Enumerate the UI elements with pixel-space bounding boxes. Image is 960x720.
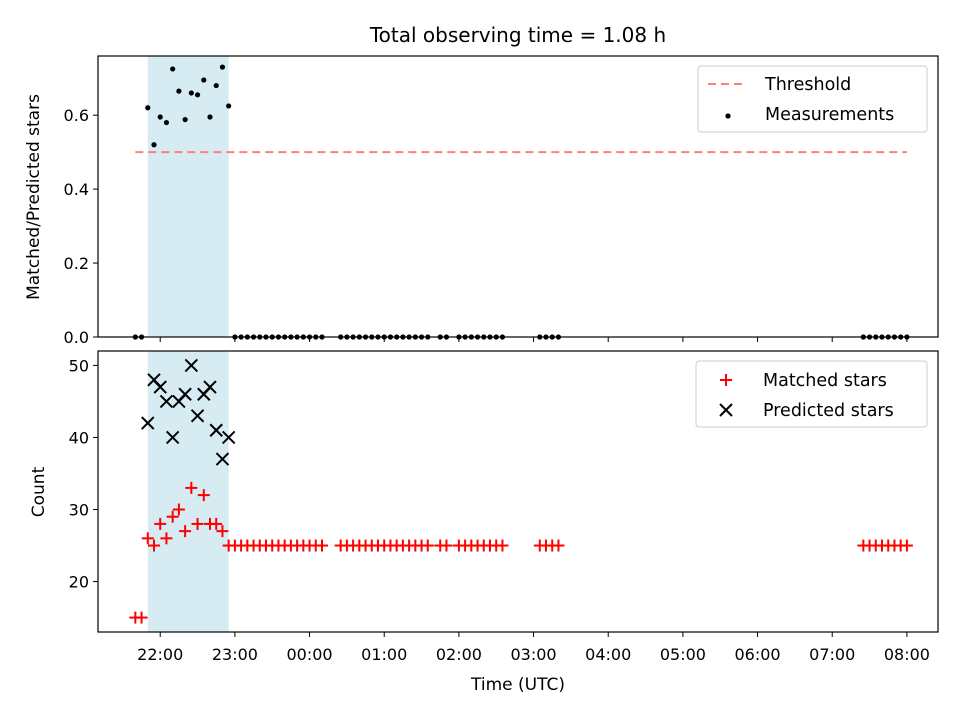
predicted-star-point <box>141 416 155 430</box>
bottom-panel: 20 30 40 50 22:00 23:00 00:00 01:00 02:00 03:00 0… <box>29 350 939 695</box>
chart-title: Total observing time = 1.08 h <box>369 23 666 47</box>
predicted-star-point <box>153 380 167 394</box>
measurement-point <box>176 88 182 94</box>
x-axis-label: Time (UTC) <box>470 675 565 695</box>
legend-matched-swatch <box>720 374 732 386</box>
measurement-point <box>157 114 163 120</box>
matched-star-point <box>191 517 204 530</box>
bottom-y-axis: 20 30 40 50 <box>69 356 98 592</box>
top-x-ticks <box>159 337 908 342</box>
y-tick-label: 0.0 <box>64 328 89 347</box>
bottom-legend: Matched stars Predicted stars <box>695 360 928 428</box>
predicted-star-point <box>165 430 180 445</box>
matched-star-point <box>172 503 185 516</box>
matched-star-point <box>135 611 148 624</box>
legend-measurements-label: Measurements <box>765 105 894 125</box>
matched-star-point <box>160 532 173 545</box>
matched-stars-series <box>129 481 913 624</box>
matched-star-point <box>900 539 913 552</box>
predicted-star-point <box>209 423 223 437</box>
measurement-point <box>188 90 194 96</box>
measurement-point <box>219 64 226 70</box>
matched-star-point <box>166 510 179 523</box>
matched-star-point <box>316 539 328 552</box>
x-tick-label: 01:00 <box>361 645 407 664</box>
matched-star-point <box>148 539 160 552</box>
predicted-star-point <box>184 358 199 373</box>
top-panel: 0.0 0.2 0.4 0.6 Matched/Predicted stars Thr… <box>24 55 939 347</box>
measurement-point <box>201 77 207 83</box>
bottom-x-axis: 22:00 23:00 00:00 01:00 02:00 03:00 04:00 05:00… <box>137 632 930 664</box>
measurement-point <box>213 82 219 89</box>
matched-star-point <box>421 539 434 552</box>
top-plot-frame <box>97 55 939 338</box>
x-tick-label: 22:00 <box>137 645 183 664</box>
predicted-star-point <box>203 380 217 394</box>
y-tick-label: 30 <box>69 501 89 520</box>
legend-predicted-swatch <box>719 403 733 417</box>
y-tick-label: 0.4 <box>64 180 89 199</box>
legend-matched-label: Matched stars <box>763 371 887 391</box>
measurement-point <box>207 114 213 120</box>
x-tick-label: 08:00 <box>884 645 930 664</box>
predicted-star-point <box>190 409 205 423</box>
x-tick-label: 03:00 <box>511 645 557 664</box>
x-tick-label: 00:00 <box>287 645 333 664</box>
measurement-point <box>194 92 201 98</box>
measurement-point <box>170 66 176 72</box>
x-tick-label: 02:00 <box>436 645 482 664</box>
predicted-star-point <box>178 387 192 401</box>
matched-star-point <box>440 539 453 552</box>
matched-star-point <box>179 525 192 538</box>
predicted-star-point <box>221 430 236 445</box>
predicted-star-point <box>215 452 230 466</box>
y-tick-label: 50 <box>69 356 89 375</box>
top-y-axis: 0.0 0.2 0.4 0.6 <box>64 106 98 347</box>
matched-star-point <box>210 517 223 530</box>
predicted-stars-series <box>141 358 236 466</box>
top-legend-frame <box>697 65 928 133</box>
top-observing-window-highlight <box>147 56 229 337</box>
measurement-point <box>145 105 151 111</box>
bottom-plot-frame <box>97 350 939 633</box>
y-tick-label: 20 <box>69 573 89 592</box>
bottom-observing-window-highlight <box>147 351 229 632</box>
matched-star-point <box>185 481 198 494</box>
y-tick-label: 40 <box>69 428 89 447</box>
matched-star-point <box>216 525 229 538</box>
x-tick-label: 04:00 <box>585 645 631 664</box>
matched-star-point <box>496 539 509 552</box>
top-y-axis-label: Matched/Predicted stars <box>24 94 44 300</box>
bottom-y-axis-label: Count <box>29 466 49 517</box>
x-tick-label: 05:00 <box>660 645 706 664</box>
matched-star-point <box>552 539 565 552</box>
legend-measurements-swatch <box>725 113 731 119</box>
legend-predicted-label: Predicted stars <box>763 401 894 421</box>
matched-star-point <box>154 517 167 530</box>
matched-star-point <box>141 532 154 545</box>
matched-star-point <box>197 489 210 502</box>
x-tick-label: 06:00 <box>735 645 781 664</box>
legend-threshold-label: Threshold <box>764 75 851 95</box>
x-tick-label: 07:00 <box>809 645 855 664</box>
y-tick-label: 0.2 <box>64 254 89 273</box>
predicted-star-point <box>159 394 174 409</box>
y-tick-label: 0.6 <box>64 106 89 125</box>
measurement-point <box>182 116 188 123</box>
measurement-point <box>163 119 170 126</box>
bottom-legend-frame <box>695 360 928 428</box>
measurement-point <box>151 142 157 148</box>
measurement-point <box>226 103 232 109</box>
top-legend: Threshold Measurements <box>697 65 928 133</box>
x-tick-label: 23:00 <box>212 645 258 664</box>
